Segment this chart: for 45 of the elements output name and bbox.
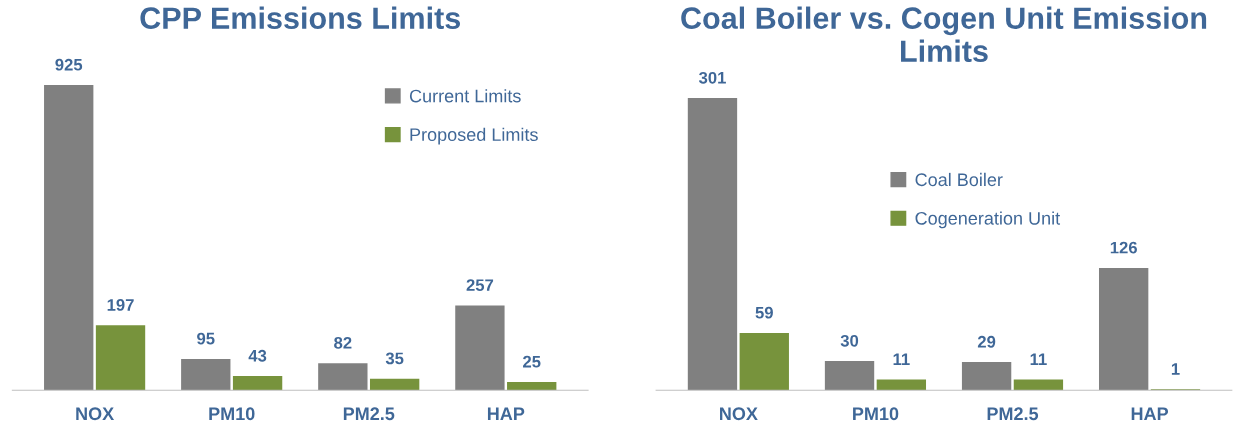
- legend-label: Coal Boiler: [915, 172, 1003, 187]
- bar: [507, 381, 557, 391]
- data-label: 301: [698, 71, 726, 84]
- bar: [687, 98, 738, 391]
- bar: [232, 376, 283, 391]
- bar: [369, 378, 420, 391]
- bar: [44, 85, 94, 391]
- bar: [876, 379, 927, 391]
- data-label: 925: [55, 58, 83, 71]
- chart-title: Coal Boiler vs. Cogen Unit Emission Limits: [681, 6, 1207, 63]
- data-label: 82: [334, 336, 352, 349]
- x-tick-label: PM2.5: [343, 407, 395, 421]
- data-label: 35: [385, 352, 404, 365]
- data-label: 11: [1030, 353, 1047, 365]
- data-label: 43: [248, 349, 267, 362]
- x-tick-label: NOX: [720, 407, 758, 421]
- bar: [1013, 379, 1064, 391]
- data-label: 126: [1110, 241, 1137, 254]
- bar: [318, 363, 368, 391]
- bar: [739, 332, 789, 391]
- x-tick-label: HAP: [487, 407, 525, 420]
- bar: [1098, 267, 1149, 391]
- legend-label: Proposed Limits: [410, 127, 538, 145]
- data-label: 59: [755, 306, 773, 319]
- bar: [455, 305, 505, 391]
- data-label: 95: [197, 332, 215, 345]
- chart-title: CPP Emissions Limits: [140, 6, 461, 29]
- x-tick-label: PM10: [209, 407, 255, 421]
- x-tick-label: HAP: [1131, 407, 1169, 420]
- data-label: 11: [893, 353, 910, 365]
- bar: [95, 325, 146, 391]
- bar: [824, 361, 875, 391]
- data-label: 30: [840, 334, 859, 347]
- data-label: 1: [1171, 363, 1180, 375]
- legend-label: Cogeneration Unit: [915, 211, 1061, 229]
- data-label: 197: [107, 299, 134, 311]
- data-label: 29: [977, 335, 996, 348]
- data-label: 257: [466, 279, 494, 292]
- x-tick-label: PM10: [853, 407, 899, 421]
- data-label: 25: [523, 355, 541, 368]
- legend-label: Current Limits: [409, 89, 521, 103]
- x-tick-label: NOX: [76, 407, 115, 421]
- bar: [181, 358, 231, 391]
- x-tick-label: PM2.5: [987, 407, 1039, 421]
- bar: [961, 362, 1012, 391]
